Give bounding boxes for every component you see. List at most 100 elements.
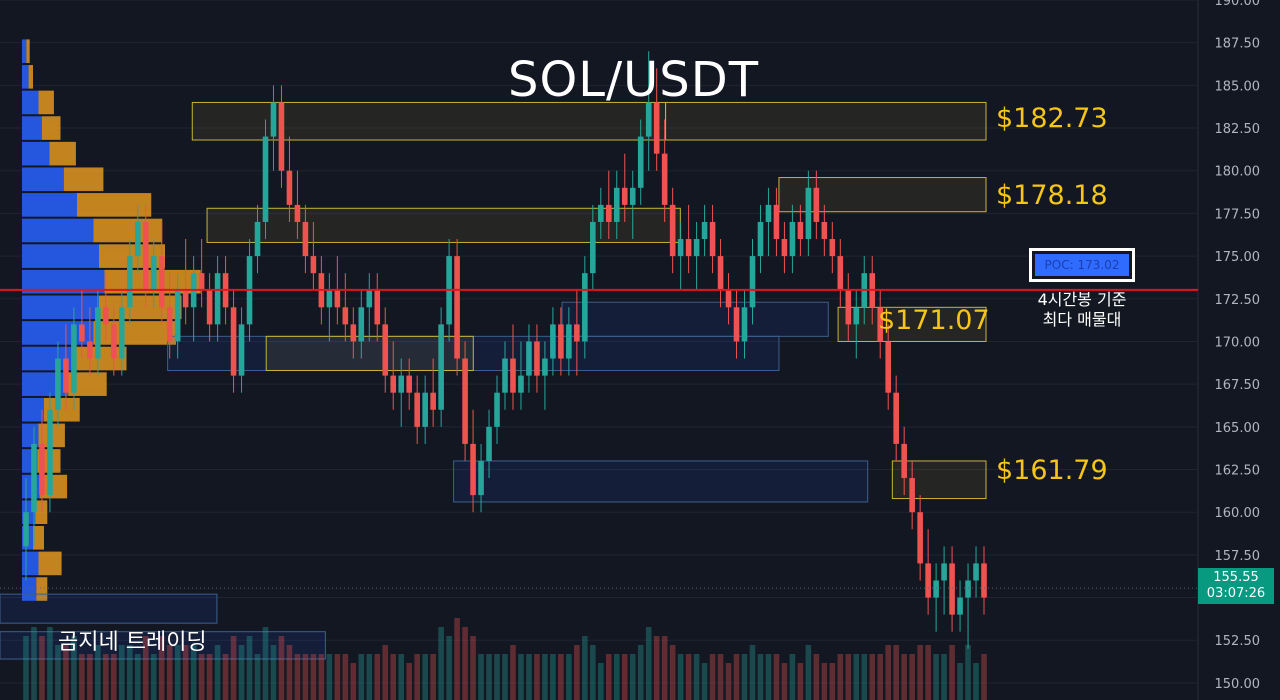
volume-bar xyxy=(63,645,69,700)
candle-body xyxy=(518,375,524,393)
y-tick-label: 180.00 xyxy=(1215,165,1261,180)
volume-bar xyxy=(558,654,564,700)
volume-bar xyxy=(661,636,668,700)
volume-bar xyxy=(829,663,836,700)
candle-body xyxy=(605,204,612,222)
candle-body xyxy=(582,273,588,342)
volume-bar xyxy=(398,654,405,700)
volume-profile-buy-bar xyxy=(22,39,27,64)
volume-bar xyxy=(925,645,931,700)
candle-body xyxy=(39,443,45,496)
volume-bar xyxy=(142,636,149,700)
volume-bar xyxy=(845,654,852,700)
volume-bar xyxy=(821,663,828,700)
resistance-zone-yellow xyxy=(778,177,987,213)
candle-body xyxy=(629,187,636,205)
candle-body xyxy=(286,170,293,205)
volume-bar xyxy=(645,627,652,700)
last-price-value: 155.55 xyxy=(1213,570,1259,585)
y-tick-label: 165.00 xyxy=(1215,421,1261,436)
volume-bar xyxy=(374,654,381,700)
volume-bar xyxy=(95,645,101,700)
candle-body xyxy=(757,221,764,257)
volume-bar xyxy=(111,654,117,700)
volume-profile-buy-bar xyxy=(22,577,37,601)
candle-body xyxy=(438,324,444,410)
volume-bar xyxy=(685,654,692,700)
volume-bar xyxy=(765,654,772,700)
candle-body xyxy=(550,324,556,359)
candle-body xyxy=(238,324,245,376)
volume-bar xyxy=(613,654,620,700)
volume-bar xyxy=(885,645,892,700)
volume-profile-sell-bar xyxy=(38,90,54,115)
candle-body xyxy=(725,290,732,308)
candle-body xyxy=(526,341,532,376)
volume-bar xyxy=(302,654,309,700)
volume-bar xyxy=(31,627,37,700)
candle-body xyxy=(358,307,365,342)
volume-bar xyxy=(182,645,189,700)
candle-body xyxy=(693,239,700,257)
volume-bar xyxy=(238,645,245,700)
volume-profile-sell-bar xyxy=(36,577,48,601)
candle-body xyxy=(182,290,189,308)
volume-bar xyxy=(749,645,756,700)
candle-body xyxy=(134,221,141,257)
candle-body xyxy=(406,375,412,393)
volume-profile-sell-bar xyxy=(93,218,163,243)
volume-bar xyxy=(278,636,285,700)
volume-bar xyxy=(837,654,844,700)
candle-body xyxy=(917,512,923,564)
candle-body xyxy=(87,341,93,359)
volume-bar xyxy=(39,636,45,700)
volume-bar xyxy=(294,654,301,700)
volume-bar xyxy=(973,663,979,700)
volume-bar xyxy=(877,654,884,700)
volume-bar xyxy=(941,654,947,700)
volume-bar xyxy=(174,645,181,700)
candle-body xyxy=(701,221,708,240)
volume-profile-buy-bar xyxy=(22,116,42,140)
poc-note-line2: 최다 매물대 xyxy=(1042,310,1122,329)
volume-bar xyxy=(637,645,644,700)
volume-bar xyxy=(486,654,492,700)
volume-bar xyxy=(358,654,365,700)
candle-body xyxy=(821,221,828,240)
candle-body xyxy=(350,324,357,342)
y-tick-label: 175.00 xyxy=(1215,250,1261,265)
volume-bar xyxy=(725,663,732,700)
volume-bar xyxy=(741,654,748,700)
candle-body xyxy=(749,256,756,308)
candle-body xyxy=(645,102,652,137)
poc-label-box: POC: 173.02 xyxy=(1029,248,1135,282)
candle-body xyxy=(789,221,796,257)
watermark-text: 곰지네 트레이딩 xyxy=(58,630,207,655)
poc-note-line1: 4시간봉 기준 xyxy=(1037,290,1127,309)
candle-body xyxy=(111,324,117,359)
volume-bar xyxy=(206,654,213,700)
candle-body xyxy=(965,580,971,598)
volume-bar xyxy=(582,636,588,700)
volume-bar xyxy=(414,654,420,700)
y-tick-label: 170.00 xyxy=(1215,335,1261,350)
volume-profile-buy-bar xyxy=(22,167,64,192)
volume-bar xyxy=(797,663,804,700)
poc-label: POC: 173.02 xyxy=(1035,254,1129,276)
volume-profile-buy-bar xyxy=(22,372,69,396)
volume-bar xyxy=(406,663,412,700)
candle-body xyxy=(150,256,157,291)
y-tick-label: 177.50 xyxy=(1215,207,1261,222)
volume-bar xyxy=(158,636,165,700)
volume-bar xyxy=(23,636,29,700)
y-tick-label: 182.50 xyxy=(1215,122,1261,137)
candle-body xyxy=(845,290,852,325)
volume-bar xyxy=(861,654,868,700)
candle-body xyxy=(326,290,333,308)
candle-body xyxy=(270,102,277,137)
candle-body xyxy=(486,426,492,461)
candle-body xyxy=(534,341,540,376)
candle-body xyxy=(781,239,788,257)
